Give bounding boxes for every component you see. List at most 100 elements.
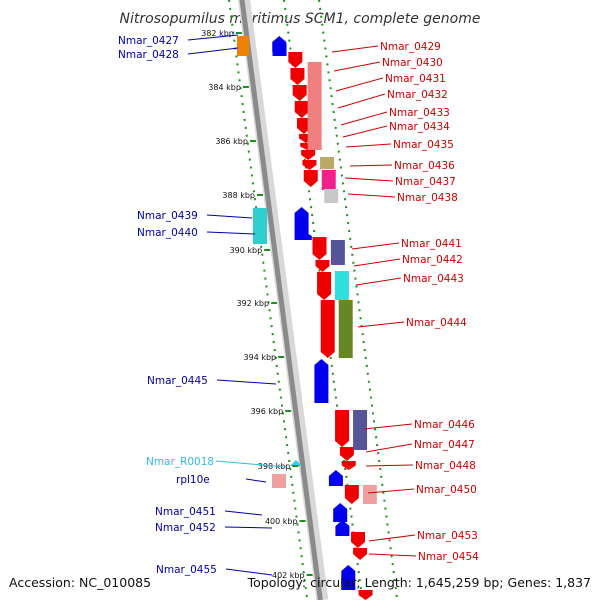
ruler-tick-label: 398 kbp [258, 462, 291, 471]
gene-label-nmar_0428[interactable]: Nmar_0428 [118, 49, 179, 61]
leader-line [331, 45, 379, 53]
leader-line [355, 277, 402, 286]
forward-gene-arrow [288, 52, 303, 68]
annotation-box [272, 474, 286, 488]
ruler-tick-label: 396 kbp [251, 407, 284, 416]
gene-label-nmar_0433[interactable]: Nmar_0433 [389, 107, 450, 119]
annotation-box [237, 36, 249, 56]
annotation-box [253, 208, 267, 244]
annotation-box [321, 170, 336, 190]
gene-label-nmar_0448[interactable]: Nmar_0448 [415, 460, 476, 472]
forward-gene-arrow [353, 548, 368, 560]
gene-label-nmar_0447[interactable]: Nmar_0447 [414, 439, 475, 451]
leader-line [367, 488, 415, 494]
gene-label-nmar_0441[interactable]: Nmar_0441 [401, 238, 462, 250]
leader-line [224, 510, 263, 516]
gene-label-nmar_0431[interactable]: Nmar_0431 [385, 73, 446, 85]
reverse-gene-arrow [333, 503, 348, 522]
annotation-box [362, 485, 377, 504]
annotation-box [320, 157, 335, 169]
leader-line [224, 526, 273, 529]
gene-label-nmar_0446[interactable]: Nmar_0446 [414, 419, 475, 431]
gene-label-nmar_0437[interactable]: Nmar_0437 [395, 176, 456, 188]
ruler-tick-label: 384 kbp [208, 83, 241, 92]
reverse-gene-arrow [314, 359, 329, 403]
genes-layer [237, 36, 377, 600]
gene-label-nmar_0439[interactable]: Nmar_0439 [137, 210, 198, 222]
gene-label-nmar_0432[interactable]: Nmar_0432 [387, 89, 448, 101]
leader-line [368, 553, 417, 557]
leader-line [342, 125, 388, 138]
annotation-box [307, 62, 322, 150]
forward-gene-arrow [344, 485, 359, 504]
gene-label-nmar_0429[interactable]: Nmar_0429 [380, 41, 441, 53]
leader-line [363, 423, 413, 430]
leader-line [206, 231, 256, 235]
gene-label-nmar_0455[interactable]: Nmar_0455 [156, 564, 217, 576]
gene-label-nmar_0436[interactable]: Nmar_0436 [394, 160, 455, 172]
leader-line [344, 177, 394, 182]
leader-line [365, 464, 414, 467]
ruler-tick-label: 402 kbp [272, 571, 305, 580]
leader-line [187, 47, 239, 55]
gene-label-nmar_0454[interactable]: Nmar_0454 [418, 551, 479, 563]
forward-gene-arrow [290, 68, 305, 85]
ruler-tick-label: 382 kbp [201, 29, 234, 38]
leader-line [337, 93, 386, 109]
annotation-box [324, 189, 339, 203]
annotation-box [334, 271, 349, 300]
reverse-gene-arrow [294, 207, 309, 240]
gene-label-nmar_0444[interactable]: Nmar_0444 [406, 317, 467, 329]
leader-line [357, 321, 405, 328]
gene-label-nmar_0450[interactable]: Nmar_0450 [416, 484, 477, 496]
gene-label-rpl10e[interactable]: rpl10e [176, 474, 210, 486]
map-title: Nitrosopumilus maritimus SCM1, complete … [120, 11, 481, 27]
forward-gene-arrow [320, 300, 335, 358]
tracks-layer [228, 0, 399, 600]
ruler-tick-label: 386 kbp [215, 137, 248, 146]
forward-gene-arrow [296, 118, 311, 134]
leader-line [333, 61, 381, 72]
reverse-gene-arrow [335, 520, 350, 536]
gene-label-nmar_0452[interactable]: Nmar_0452 [155, 522, 216, 534]
leader-line [216, 379, 277, 385]
forward-gene-arrow [292, 85, 307, 101]
forward-gene-arrow [302, 160, 317, 170]
leader-line [351, 242, 400, 250]
gene-label-nmar_0442[interactable]: Nmar_0442 [402, 254, 463, 266]
accession-text: Accession: NC_010085 [9, 575, 151, 590]
leader-line [206, 214, 253, 219]
annotation-box [330, 240, 345, 265]
forward-gene-arrow [358, 590, 373, 600]
gene-label-nmar_0430[interactable]: Nmar_0430 [382, 57, 443, 69]
gene-label-nmar_0434[interactable]: Nmar_0434 [389, 121, 450, 133]
gene-label-nmar_0427[interactable]: Nmar_0427 [118, 35, 179, 47]
forward-gene-arrow [339, 447, 354, 461]
genome-backbone [239, 0, 323, 600]
leader-line [347, 193, 396, 198]
leader-line [345, 143, 392, 148]
gene-label-nmar_0440[interactable]: Nmar_0440 [137, 227, 198, 239]
reverse-gene-arrow [328, 470, 343, 486]
ruler-ticks: 382 kbp 384 kbp 386 kbp 388 kbp 390 kbp 392 k… [201, 29, 313, 580]
forward-gene-arrow [303, 170, 318, 187]
leader-line [187, 34, 239, 41]
gene-label-nmar_0438[interactable]: Nmar_0438 [397, 192, 458, 204]
leader-line [215, 460, 287, 468]
gene-label-nmar_0451[interactable]: Nmar_0451 [155, 506, 216, 518]
leader-line [245, 478, 267, 483]
reverse-gene-arrow [341, 565, 356, 590]
gene-label-nmar_0445[interactable]: Nmar_0445 [147, 375, 208, 387]
gene-label-nmar_0443[interactable]: Nmar_0443 [403, 273, 464, 285]
annotation-box [353, 410, 368, 450]
leader-line [340, 111, 388, 126]
rna-layer [290, 460, 302, 466]
forward-gene-arrow [350, 532, 365, 548]
ruler-tick-label: 388 kbp [222, 191, 255, 200]
gene-label-nmar_0453[interactable]: Nmar_0453 [417, 530, 478, 542]
gene-label-nmar_0435[interactable]: Nmar_0435 [393, 139, 454, 151]
gene-label-nmar_r0018[interactable]: Nmar_R0018 [146, 456, 214, 468]
forward-gene-arrow [315, 260, 330, 272]
topology-text: Topology: circular; Length: 1,645,259 bp… [247, 575, 591, 590]
